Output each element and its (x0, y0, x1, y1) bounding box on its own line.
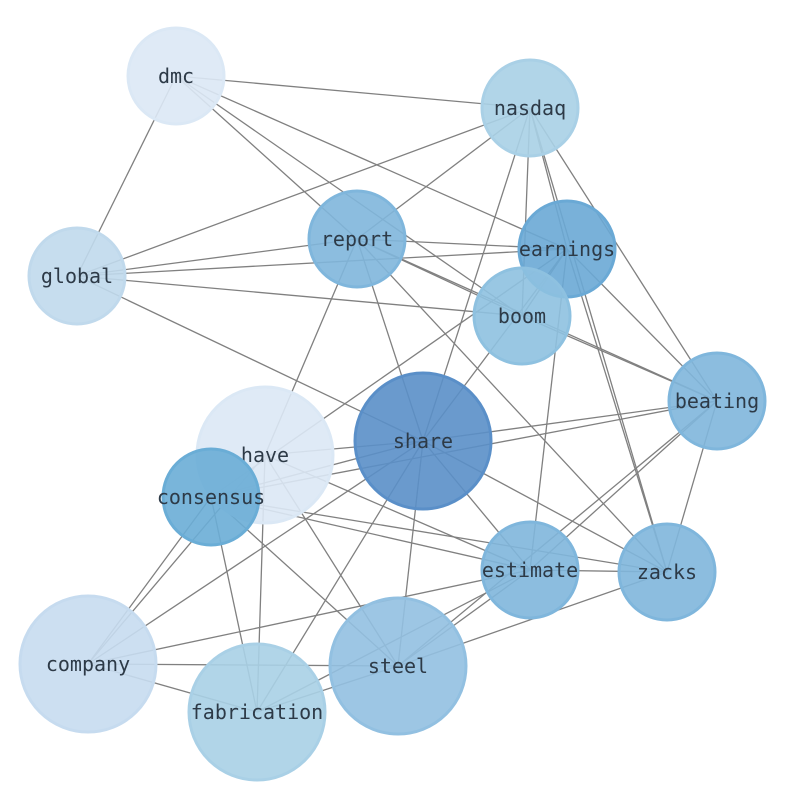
node-zacks: zacks (617, 522, 717, 622)
edge-nasdaq-global (76, 107, 531, 277)
node-label-dmc: dmc (158, 64, 194, 88)
node-label-have: have (241, 443, 289, 467)
edge-global-boom (76, 275, 523, 317)
node-label-consensus: consensus (157, 485, 265, 509)
node-company: company (18, 594, 158, 734)
node-consensus: consensus (157, 447, 265, 547)
node-fabrication: fabrication (187, 642, 327, 782)
node-label-fabrication: fabrication (191, 700, 323, 724)
node-circle-fabrication (187, 642, 327, 782)
node-steel: steel (328, 596, 468, 736)
node-dmc: dmc (126, 26, 226, 126)
node-circle-zacks (617, 522, 717, 622)
node-label-nasdaq: nasdaq (494, 96, 566, 120)
node-label-earnings: earnings (519, 237, 615, 261)
node-label-company: company (46, 652, 130, 676)
node-circle-report (307, 189, 407, 289)
node-nasdaq: nasdaq (480, 58, 580, 158)
edge-estimate-company (87, 569, 531, 665)
node-boom: boom (472, 266, 572, 366)
node-report: report (307, 189, 407, 289)
node-beating: beating (667, 351, 767, 451)
node-circle-share (353, 371, 493, 511)
edge-dmc-earnings (175, 75, 568, 250)
node-circle-company (18, 594, 158, 734)
node-share: share (353, 371, 493, 511)
edge-nasdaq-zacks (529, 107, 668, 573)
node-label-zacks: zacks (637, 560, 697, 584)
node-label-steel: steel (368, 654, 428, 678)
node-circle-consensus (161, 447, 261, 547)
node-circle-dmc (126, 26, 226, 126)
edge-report-zacks (356, 238, 668, 573)
node-label-global: global (41, 264, 113, 288)
node-circle-estimate (480, 520, 580, 620)
edge-nasdaq-beating (529, 107, 718, 402)
node-circle-nasdaq (480, 58, 580, 158)
edge-earnings-zacks (566, 248, 668, 573)
node-label-beating: beating (675, 389, 759, 413)
node-label-report: report (321, 227, 393, 251)
edge-dmc-nasdaq (175, 75, 531, 109)
node-estimate: estimate (480, 520, 580, 620)
node-circle-boom (472, 266, 572, 366)
node-circle-global (27, 226, 127, 326)
node-label-share: share (393, 429, 453, 453)
node-circle-steel (328, 596, 468, 736)
node-label-boom: boom (498, 304, 546, 328)
node-global: global (27, 226, 127, 326)
nodes-layer: dmc nasdaq report earnings global boom beating… (18, 26, 767, 782)
node-circle-beating (667, 351, 767, 451)
node-label-estimate: estimate (482, 558, 578, 582)
